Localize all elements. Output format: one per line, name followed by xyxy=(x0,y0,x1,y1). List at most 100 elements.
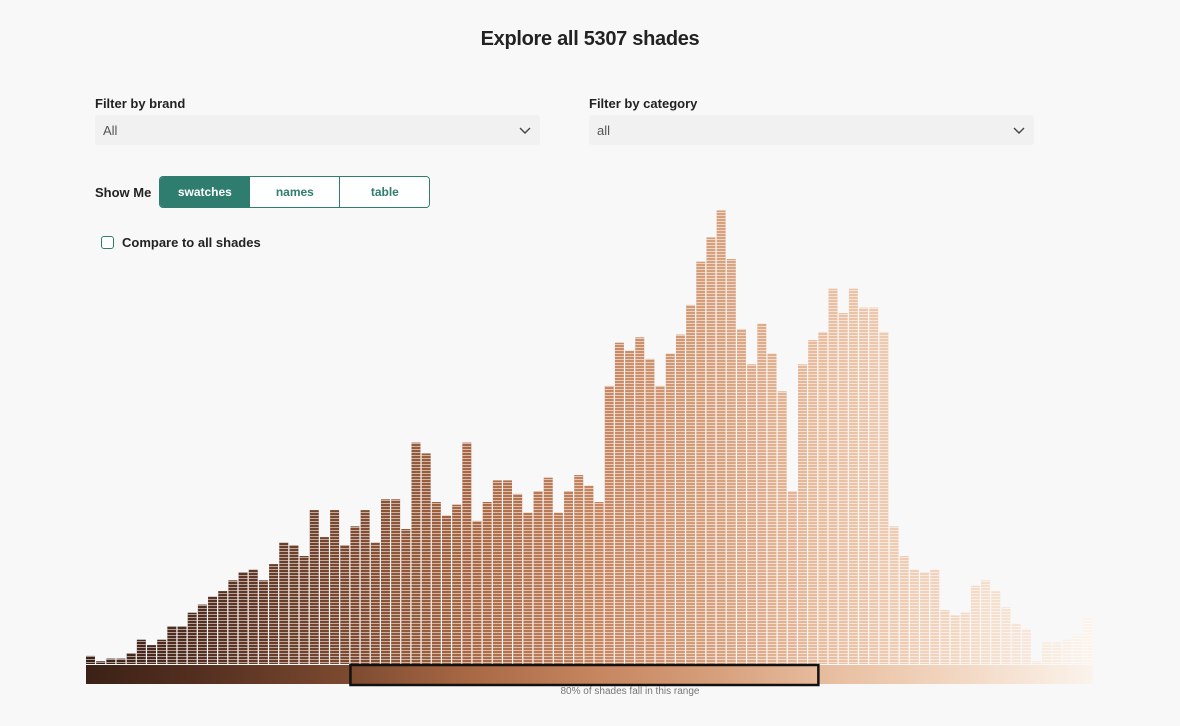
shade-bar-swatch-lines xyxy=(1021,628,1031,664)
shade-bar-swatch-lines xyxy=(299,556,309,664)
shade-bar-swatch-lines xyxy=(706,237,716,664)
shade-gradient-bar xyxy=(86,665,1093,684)
shade-bar-swatch-lines xyxy=(177,626,187,664)
shade-bar-swatch-lines xyxy=(269,564,279,664)
range-caption: 80% of shades fall in this range xyxy=(560,686,700,697)
shade-bar-swatch-lines xyxy=(309,510,319,664)
shade-bar-swatch-lines xyxy=(808,340,818,664)
shade-bar-swatch-lines xyxy=(147,645,156,664)
shade-bar-swatch-lines xyxy=(136,639,146,664)
shade-bar-swatch-lines xyxy=(350,526,360,664)
chevron-down-icon xyxy=(519,127,531,134)
shade-bar-swatch-lines xyxy=(970,585,980,664)
shade-bar-swatch-lines xyxy=(330,510,340,664)
shade-bar-swatch-lines xyxy=(564,491,574,664)
shade-bar-swatch-lines xyxy=(899,556,909,664)
shade-bar-swatch-lines xyxy=(950,615,960,664)
shade-bar-swatch-lines xyxy=(248,569,258,664)
names-tab[interactable]: names xyxy=(249,177,340,207)
shade-bar-swatch-lines xyxy=(1001,607,1011,664)
brand-select-value: All xyxy=(103,122,118,138)
category-select[interactable]: all xyxy=(589,115,1034,145)
shade-bar-swatch-lines xyxy=(920,572,930,664)
category-filter: Filter by category all xyxy=(589,96,1034,145)
show-me-control: Show Me swatches names table xyxy=(95,176,431,208)
shade-bar-swatch-lines xyxy=(472,520,482,664)
shade-bar-swatch-lines xyxy=(503,480,513,664)
shade-bar-swatch-lines xyxy=(1072,634,1082,664)
shade-bar-swatch-lines xyxy=(96,661,106,664)
shade-bar-swatch-lines xyxy=(574,475,584,664)
shade-bar-swatch-lines xyxy=(228,580,238,664)
shade-bar-swatch-lines xyxy=(726,259,736,664)
category-filter-label: Filter by category xyxy=(589,96,698,111)
shade-bar-swatch-lines xyxy=(238,572,248,664)
shade-bar-swatch-lines xyxy=(289,545,299,664)
shade-bar-swatch-lines xyxy=(452,504,462,664)
shade-bar-swatch-lines xyxy=(716,210,726,664)
shade-bar-swatch-lines xyxy=(1042,642,1052,664)
shade-bar-swatch-lines xyxy=(798,364,807,664)
shade-bar-swatch-lines xyxy=(116,658,126,664)
shade-bar-swatch-lines xyxy=(258,580,268,664)
shade-bar-swatch-lines xyxy=(492,480,502,664)
shade-bar-swatch-lines xyxy=(909,569,919,664)
shade-bar-swatch-lines xyxy=(818,331,828,664)
shade-bar-swatch-lines xyxy=(828,288,838,664)
shade-bar-swatch-lines xyxy=(1082,618,1092,664)
shade-bar-swatch-lines xyxy=(981,580,991,664)
swatches-tab[interactable]: swatches xyxy=(160,177,250,207)
page-title: Explore all 5307 shades xyxy=(480,28,700,50)
shade-bar-swatch-lines xyxy=(513,493,523,664)
shade-bar-swatch-lines xyxy=(319,537,329,664)
shade-bar-swatch-lines xyxy=(696,261,706,664)
shade-bar-swatch-lines xyxy=(777,391,787,664)
shade-bar-swatch-lines xyxy=(604,385,614,664)
table-tab[interactable]: table xyxy=(339,177,430,207)
shade-bar-swatch-lines xyxy=(1031,661,1041,664)
shade-bar-swatch-lines xyxy=(614,342,624,664)
shade-bar-swatch-lines xyxy=(960,612,970,664)
shade-bar-swatch-lines xyxy=(584,485,594,664)
shade-bar-swatch-lines xyxy=(940,610,950,664)
compare-toggle[interactable]: Compare to all shades xyxy=(101,235,261,250)
shade-bar-swatch-lines xyxy=(86,655,95,664)
shade-bar-swatch-lines xyxy=(431,502,441,664)
shade-bar-swatch-lines xyxy=(157,639,167,664)
shade-bar-swatch-lines xyxy=(889,526,899,664)
shade-bar-swatch-lines xyxy=(360,510,370,664)
shade-bar-swatch-lines xyxy=(391,499,401,664)
show-me-label: Show Me xyxy=(95,184,152,200)
shade-bar-swatch-lines xyxy=(279,542,289,664)
shade-bar-swatch-lines xyxy=(380,499,390,664)
shade-bar-swatch-lines xyxy=(747,364,757,664)
shade-bar-swatch-lines xyxy=(1052,642,1062,664)
shade-bar-swatch-lines xyxy=(675,334,685,664)
shade-bar-swatch-lines xyxy=(736,329,746,664)
range-highlight xyxy=(349,663,820,687)
shade-bar-swatch-lines xyxy=(340,545,350,664)
compare-label: Compare to all shades xyxy=(122,235,261,250)
brand-filter-label: Filter by brand xyxy=(95,96,186,111)
shade-bar-swatch-lines xyxy=(411,442,421,664)
shade-bar-swatch-lines xyxy=(991,591,1001,664)
shade-bar-swatch-lines xyxy=(197,604,207,664)
shade-bar-swatch-lines xyxy=(543,477,553,664)
shade-bar-swatch-lines xyxy=(838,313,848,664)
compare-checkbox[interactable] xyxy=(101,236,114,249)
shade-bar-swatch-lines xyxy=(787,491,797,664)
shade-bar-swatch-lines xyxy=(442,515,451,664)
shade-bar-swatch-lines xyxy=(767,353,777,664)
shade-bar-swatch-lines xyxy=(635,337,645,664)
shade-bar-swatch-lines xyxy=(665,353,675,664)
shade-bar-swatch-lines xyxy=(645,358,655,664)
shade-bar-swatch-lines xyxy=(167,626,177,664)
shade-bar-swatch-lines xyxy=(187,612,197,664)
shade-bar-swatch-lines xyxy=(1011,623,1021,664)
shade-bar-swatch-lines xyxy=(655,385,665,664)
shade-bar-swatch-lines xyxy=(686,304,696,664)
shade-bar-swatch-lines xyxy=(869,307,879,664)
brand-select[interactable]: All xyxy=(95,115,540,145)
shade-bar-swatch-lines xyxy=(879,331,889,664)
